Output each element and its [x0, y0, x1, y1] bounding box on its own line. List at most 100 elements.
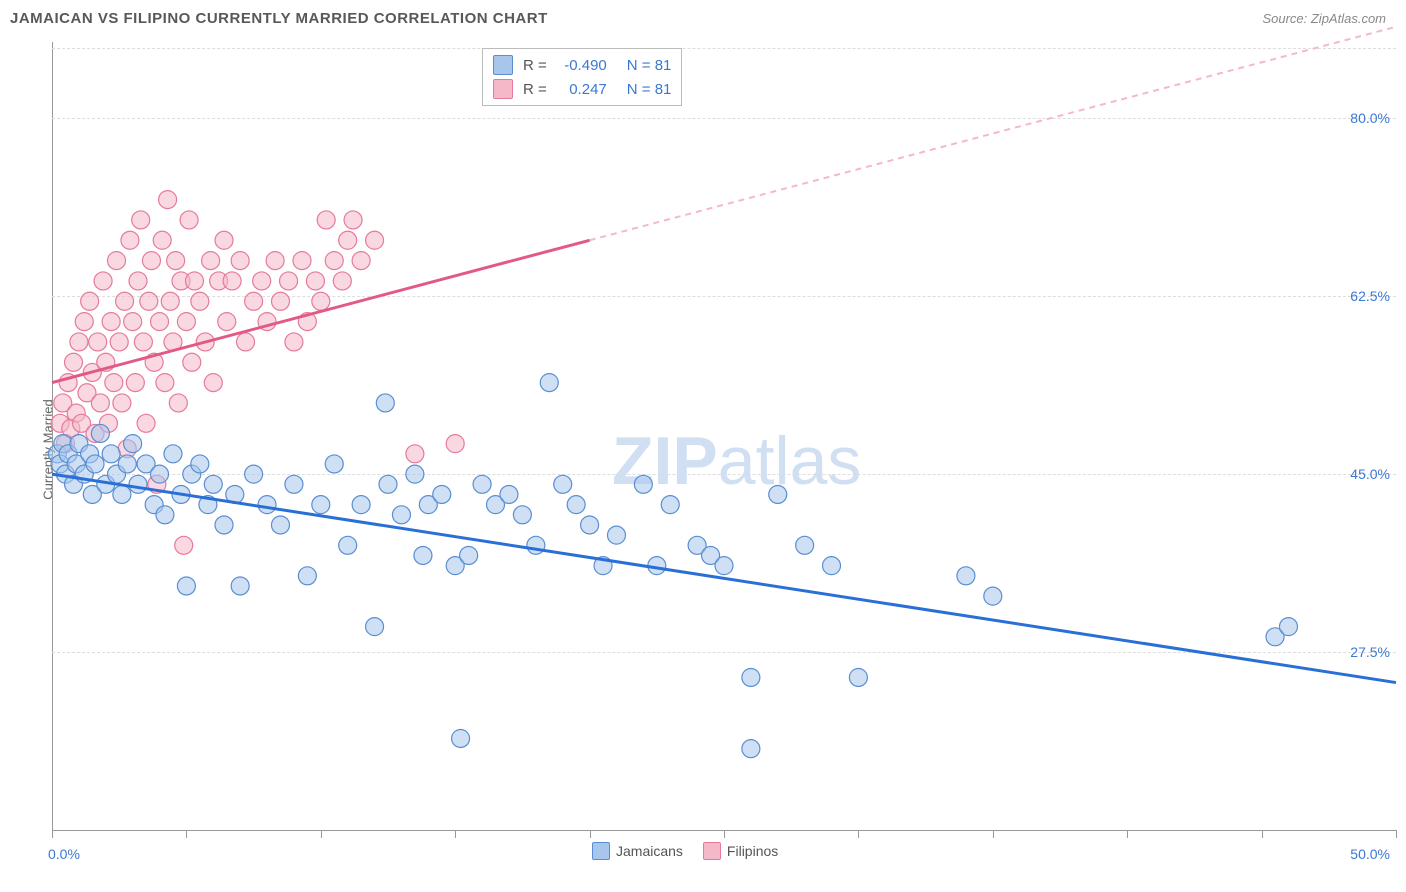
- scatter-point: [156, 374, 174, 392]
- scatter-point: [317, 211, 335, 229]
- source-label: Source: ZipAtlas.com: [1262, 11, 1386, 26]
- scatter-point: [742, 740, 760, 758]
- x-tick: [186, 830, 187, 838]
- scatter-point: [142, 252, 160, 270]
- scatter-point: [151, 313, 169, 331]
- scatter-point: [473, 475, 491, 493]
- plot-svg: [52, 42, 1396, 830]
- legend-swatch: [703, 842, 721, 860]
- scatter-point: [237, 333, 255, 351]
- trend-line-dashed: [590, 27, 1396, 241]
- scatter-point: [1279, 618, 1297, 636]
- scatter-point: [177, 577, 195, 595]
- scatter-point: [796, 536, 814, 554]
- scatter-point: [191, 455, 209, 473]
- legend-item: Filipinos: [703, 842, 778, 860]
- stats-n-label: N = 81: [627, 57, 672, 74]
- scatter-point: [325, 252, 343, 270]
- plot-area: 80.0%62.5%45.0%27.5% ZIPatlas R =-0.490N…: [52, 42, 1396, 830]
- scatter-point: [231, 252, 249, 270]
- x-min-label: 0.0%: [48, 846, 80, 862]
- scatter-point: [183, 353, 201, 371]
- x-tick: [321, 830, 322, 838]
- scatter-point: [823, 557, 841, 575]
- scatter-point: [634, 475, 652, 493]
- scatter-point: [191, 292, 209, 310]
- scatter-point: [406, 445, 424, 463]
- scatter-point: [376, 394, 394, 412]
- scatter-point: [175, 536, 193, 554]
- scatter-point: [126, 374, 144, 392]
- x-tick: [590, 830, 591, 838]
- scatter-point: [105, 374, 123, 392]
- scatter-point: [177, 313, 195, 331]
- scatter-point: [65, 353, 83, 371]
- stats-r-label: R =: [523, 81, 547, 98]
- scatter-point: [433, 485, 451, 503]
- scatter-point: [180, 211, 198, 229]
- scatter-point: [540, 374, 558, 392]
- x-tick: [1396, 830, 1397, 838]
- scatter-point: [215, 516, 233, 534]
- scatter-point: [108, 252, 126, 270]
- scatter-point: [715, 557, 733, 575]
- stats-row: R = -0.490 N = 81: [493, 53, 671, 77]
- scatter-point: [339, 231, 357, 249]
- scatter-point: [957, 567, 975, 585]
- scatter-point: [333, 272, 351, 290]
- x-tick: [1127, 830, 1128, 838]
- scatter-point: [379, 475, 397, 493]
- scatter-point: [607, 526, 625, 544]
- scatter-point: [94, 272, 112, 290]
- x-tick: [858, 830, 859, 838]
- scatter-point: [452, 729, 470, 747]
- scatter-point: [312, 496, 330, 514]
- scatter-point: [742, 668, 760, 686]
- stats-n-label: N = 81: [627, 81, 672, 98]
- legend-label: Jamaicans: [616, 843, 683, 859]
- scatter-point: [271, 292, 289, 310]
- scatter-point: [91, 424, 109, 442]
- scatter-point: [280, 272, 298, 290]
- scatter-point: [86, 455, 104, 473]
- scatter-point: [984, 587, 1002, 605]
- scatter-point: [366, 231, 384, 249]
- scatter-point: [124, 435, 142, 453]
- scatter-point: [298, 567, 316, 585]
- scatter-point: [325, 455, 343, 473]
- trend-line: [52, 240, 590, 382]
- scatter-point: [113, 485, 131, 503]
- scatter-point: [567, 496, 585, 514]
- scatter-point: [554, 475, 572, 493]
- stats-r-label: R =: [523, 57, 547, 74]
- stats-row: R =0.247N = 81: [493, 77, 671, 101]
- legend-item: Jamaicans: [592, 842, 683, 860]
- scatter-point: [132, 211, 150, 229]
- scatter-point: [366, 618, 384, 636]
- scatter-point: [140, 292, 158, 310]
- stats-r-value: -0.490: [553, 57, 607, 74]
- scatter-point: [185, 272, 203, 290]
- x-tick: [52, 830, 53, 838]
- scatter-point: [500, 485, 518, 503]
- scatter-point: [75, 313, 93, 331]
- scatter-point: [223, 272, 241, 290]
- scatter-point: [245, 465, 263, 483]
- scatter-point: [581, 516, 599, 534]
- scatter-point: [129, 272, 147, 290]
- scatter-point: [204, 374, 222, 392]
- scatter-point: [169, 394, 187, 412]
- scatter-point: [218, 313, 236, 331]
- scatter-point: [118, 455, 136, 473]
- scatter-point: [137, 414, 155, 432]
- scatter-point: [231, 577, 249, 595]
- scatter-point: [215, 231, 233, 249]
- scatter-point: [352, 496, 370, 514]
- scatter-point: [285, 333, 303, 351]
- scatter-point: [121, 231, 139, 249]
- legend-swatch: [592, 842, 610, 860]
- scatter-point: [81, 292, 99, 310]
- scatter-point: [151, 465, 169, 483]
- scatter-point: [156, 506, 174, 524]
- trend-line: [52, 474, 1396, 682]
